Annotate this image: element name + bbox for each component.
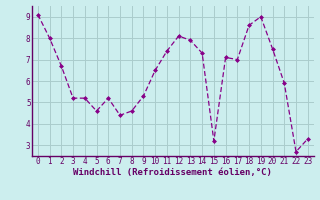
X-axis label: Windchill (Refroidissement éolien,°C): Windchill (Refroidissement éolien,°C) xyxy=(73,168,272,177)
